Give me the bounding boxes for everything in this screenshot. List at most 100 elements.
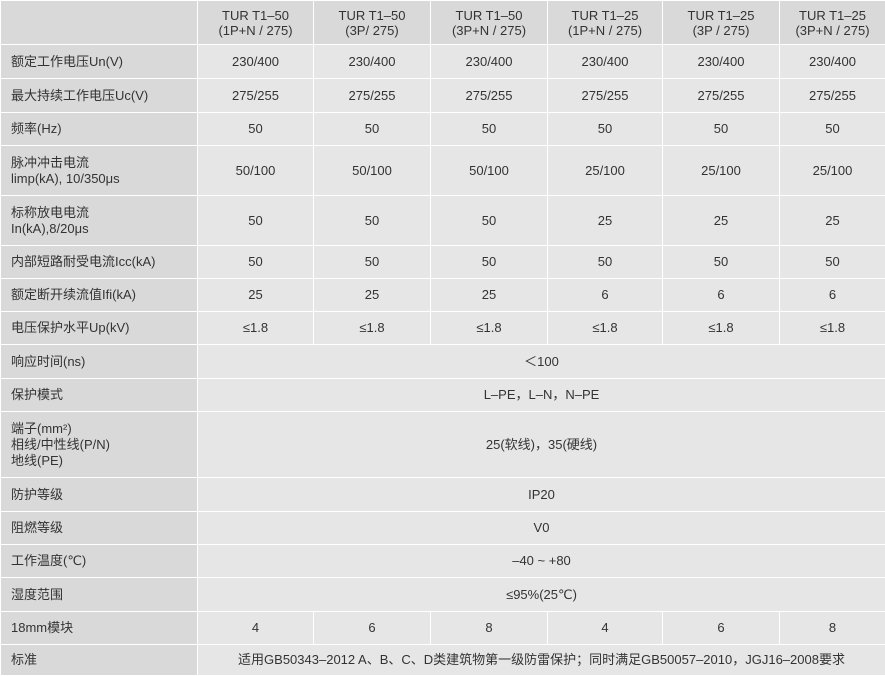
row-label: 端子(mm²)相线/中性线(P/N)地线(PE) [1, 412, 198, 478]
value-cell: ≤1.8 [548, 312, 663, 345]
value-cell: 230/400 [198, 45, 314, 79]
column-header-line: (1P+N / 275) [548, 23, 662, 38]
value-cell: 50 [198, 196, 314, 246]
value-cell: 50 [663, 246, 780, 279]
value-cell: 50 [663, 113, 780, 146]
merged-value-cell: V0 [198, 512, 885, 545]
column-header-line: TUR T1–25 [548, 8, 662, 23]
value-cell: 50 [198, 113, 314, 146]
value-cell: 6 [663, 279, 780, 312]
column-header-line: TUR T1–25 [663, 8, 779, 23]
merged-value-cell: L–PE，L–N，N–PE [198, 379, 885, 412]
row-label-line: 端子(mm²) [11, 421, 197, 437]
row-label-line: 额定工作电压Un(V) [11, 54, 197, 70]
row-label-line: 相线/中性线(P/N) [11, 437, 197, 453]
row-label-line: limp(kA), 10/350μs [11, 171, 197, 187]
row-label-line: 频率(Hz) [11, 121, 197, 137]
table-row: 工作温度(℃)–40 ~ +80 [1, 545, 885, 578]
table-row: 电压保护水平Up(kV)≤1.8≤1.8≤1.8≤1.8≤1.8≤1.8 [1, 312, 885, 345]
row-label: 工作温度(℃) [1, 545, 198, 578]
merged-value-cell: 适用GB50343–2012 A、B、C、D类建筑物第一级防雷保护；同时满足GB… [198, 645, 885, 676]
value-cell: 6 [314, 612, 431, 645]
value-cell: 8 [780, 612, 885, 645]
row-label-line: 最大持续工作电压Uc(V) [11, 88, 197, 104]
column-header: TUR T1–25(3P / 275) [663, 1, 780, 45]
row-label: 电压保护水平Up(kV) [1, 312, 198, 345]
row-label-line: 地线(PE) [11, 453, 197, 469]
value-cell: 50/100 [198, 146, 314, 196]
row-label: 标准 [1, 645, 198, 676]
value-cell: 25/100 [663, 146, 780, 196]
table-row: 标准适用GB50343–2012 A、B、C、D类建筑物第一级防雷保护；同时满足… [1, 645, 885, 676]
value-cell: 275/255 [314, 79, 431, 113]
value-cell: 25/100 [780, 146, 885, 196]
column-header-line: (3P+N / 275) [780, 23, 885, 38]
row-label: 额定工作电压Un(V) [1, 45, 198, 79]
row-label-line: 防护等级 [11, 487, 197, 503]
value-cell: 50/100 [431, 146, 548, 196]
row-label-line: 工作温度(℃) [11, 553, 197, 569]
value-cell: 4 [548, 612, 663, 645]
value-cell: 275/255 [663, 79, 780, 113]
value-cell: 50 [548, 113, 663, 146]
table-row: 响应时间(ns)＜100 [1, 345, 885, 379]
table-row: 端子(mm²)相线/中性线(P/N)地线(PE)25(软线)，35(硬线) [1, 412, 885, 478]
value-cell: 230/400 [663, 45, 780, 79]
value-cell: 50/100 [314, 146, 431, 196]
column-header: TUR T1–50(3P/ 275) [314, 1, 431, 45]
value-cell: 275/255 [198, 79, 314, 113]
value-cell: 25/100 [548, 146, 663, 196]
column-header-line: TUR T1–50 [314, 8, 430, 23]
value-cell: 230/400 [780, 45, 885, 79]
table-row: 湿度范围≤95%(25℃) [1, 578, 885, 612]
merged-value-cell: IP20 [198, 478, 885, 512]
value-cell: 25 [198, 279, 314, 312]
value-cell: 50 [780, 246, 885, 279]
row-label-line: 18mm模块 [11, 620, 197, 636]
row-label: 额定断开续流值Ifi(kA) [1, 279, 198, 312]
row-label: 阻燃等级 [1, 512, 198, 545]
column-header-line: TUR T1–50 [431, 8, 547, 23]
value-cell: 230/400 [548, 45, 663, 79]
column-header: TUR T1–50(3P+N / 275) [431, 1, 548, 45]
value-cell: 4 [198, 612, 314, 645]
row-label: 保护模式 [1, 379, 198, 412]
value-cell: 50 [780, 113, 885, 146]
header-corner [1, 1, 198, 45]
value-cell: ≤1.8 [663, 312, 780, 345]
value-cell: 275/255 [431, 79, 548, 113]
value-cell: 275/255 [780, 79, 885, 113]
value-cell: 50 [198, 246, 314, 279]
merged-value-cell: –40 ~ +80 [198, 545, 885, 578]
value-cell: ≤1.8 [431, 312, 548, 345]
column-header-line: TUR T1–25 [780, 8, 885, 23]
merged-value-cell: ≤95%(25℃) [198, 578, 885, 612]
value-cell: 50 [314, 196, 431, 246]
row-label-line: 脉冲冲击电流 [11, 155, 197, 171]
row-label-line: 电压保护水平Up(kV) [11, 320, 197, 336]
row-label-line: 阻燃等级 [11, 520, 197, 536]
value-cell: 230/400 [431, 45, 548, 79]
value-cell: 25 [780, 196, 885, 246]
value-cell: 25 [431, 279, 548, 312]
value-cell: 25 [548, 196, 663, 246]
value-cell: 50 [314, 113, 431, 146]
header-row: TUR T1–50(1P+N / 275)TUR T1–50(3P/ 275)T… [1, 1, 885, 45]
value-cell: ≤1.8 [780, 312, 885, 345]
value-cell: ≤1.8 [198, 312, 314, 345]
row-label-line: 湿度范围 [11, 587, 197, 603]
value-cell: 230/400 [314, 45, 431, 79]
column-header-line: (3P/ 275) [314, 23, 430, 38]
